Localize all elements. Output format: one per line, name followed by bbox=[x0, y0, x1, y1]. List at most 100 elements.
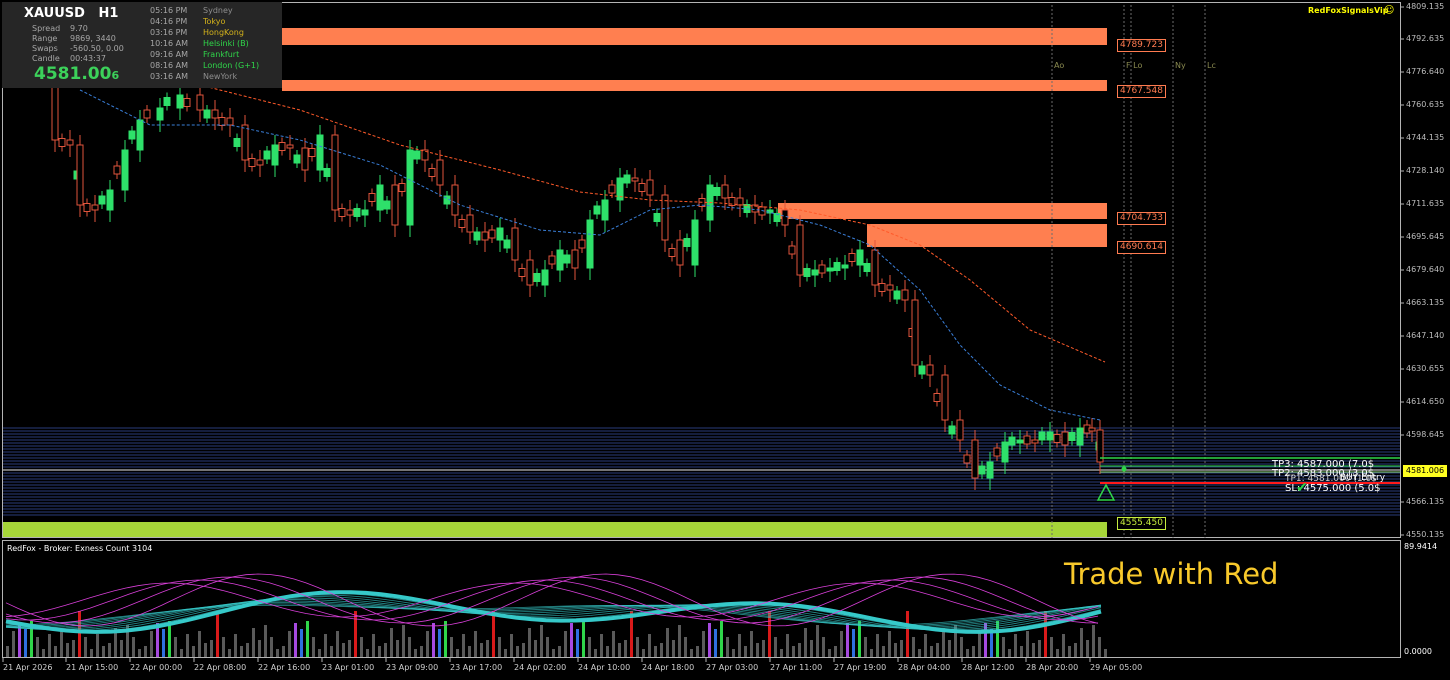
oscillator-bar bbox=[306, 621, 309, 657]
oscillator-bar bbox=[186, 634, 189, 657]
time-tick: 23 Apr 17:00 bbox=[450, 663, 503, 672]
candle-body bbox=[136, 119, 144, 151]
oscillator-bar bbox=[114, 628, 117, 657]
oscillator-bar bbox=[864, 637, 867, 657]
price-tick: 4614.650 bbox=[1406, 397, 1445, 406]
candle-body bbox=[421, 149, 429, 161]
candle-body bbox=[376, 184, 384, 211]
candle-body bbox=[278, 142, 286, 151]
oscillator-bar bbox=[132, 637, 135, 657]
candle-body bbox=[128, 130, 136, 140]
oscillator-bar bbox=[42, 649, 45, 657]
oscillator-bar bbox=[342, 643, 345, 657]
candle-body bbox=[143, 109, 151, 119]
candle-body bbox=[91, 204, 99, 211]
oscillator-bar bbox=[954, 625, 957, 657]
candle-body bbox=[473, 231, 481, 241]
oscillator-bar bbox=[660, 643, 663, 657]
candle-body bbox=[398, 183, 406, 192]
candle-body bbox=[918, 365, 926, 375]
oscillator-bar bbox=[96, 634, 99, 657]
oscillator-bar bbox=[804, 628, 807, 657]
oscillator-bar bbox=[192, 646, 195, 657]
candle-body bbox=[361, 209, 369, 216]
candle-body bbox=[578, 239, 586, 249]
oscillator-bar bbox=[180, 649, 183, 657]
candle-body bbox=[751, 204, 759, 213]
candle-body bbox=[563, 254, 571, 264]
oscillator-bar bbox=[360, 637, 363, 657]
oscillator-bar bbox=[1044, 611, 1047, 657]
candle-body bbox=[413, 150, 421, 160]
oscillator-bar bbox=[522, 643, 525, 657]
candle-body bbox=[263, 150, 271, 160]
candle-body bbox=[156, 107, 164, 121]
oscillator-bar bbox=[468, 646, 471, 657]
oscillator-bar bbox=[930, 646, 933, 657]
oscillator-bar bbox=[426, 631, 429, 657]
oscillator-bar bbox=[1098, 637, 1101, 657]
candle-body bbox=[893, 290, 901, 300]
candle-body bbox=[183, 98, 191, 107]
oscillator-bar bbox=[624, 640, 627, 657]
candle-body bbox=[811, 269, 819, 276]
candle-value: 00:43:37 bbox=[70, 54, 106, 63]
candle-body bbox=[98, 195, 106, 205]
candle-body bbox=[338, 208, 346, 217]
oscillator-bar bbox=[228, 649, 231, 657]
price-tick: 4792.635 bbox=[1406, 34, 1445, 43]
candle-body bbox=[271, 144, 279, 166]
price-tick: 4647.140 bbox=[1406, 331, 1445, 340]
time-tick: 24 Apr 10:00 bbox=[578, 663, 631, 672]
oscillator-bar bbox=[246, 643, 249, 657]
candle-body bbox=[451, 184, 459, 216]
oscillator-bar bbox=[564, 631, 567, 657]
oscillator-bar bbox=[120, 640, 123, 657]
price-chart-area[interactable] bbox=[2, 2, 1401, 538]
oscillator-bar bbox=[258, 640, 261, 657]
oscillator-bar bbox=[540, 625, 543, 657]
oscillator-bar bbox=[642, 649, 645, 657]
oscillator-bar bbox=[1056, 649, 1059, 657]
candle-body bbox=[346, 209, 354, 216]
candle-body bbox=[878, 283, 886, 292]
candle-body bbox=[541, 269, 549, 286]
timeframe: H1 bbox=[98, 6, 119, 21]
candle-body bbox=[661, 194, 669, 241]
candle-body bbox=[638, 183, 646, 192]
oscillator-bar bbox=[900, 640, 903, 657]
oscillator-bar bbox=[876, 634, 879, 657]
price-tick: 4760.635 bbox=[1406, 100, 1445, 109]
session-time: 05:16 PM bbox=[150, 6, 188, 15]
oscillator-bar bbox=[1092, 625, 1095, 657]
oscillator-bar bbox=[60, 631, 63, 657]
oscillator-bar bbox=[252, 628, 255, 657]
oscillator-bar bbox=[138, 649, 141, 657]
oscillator-bar bbox=[654, 646, 657, 657]
oscillator-panel[interactable] bbox=[2, 540, 1401, 658]
oscillator-bar bbox=[240, 646, 243, 657]
price-tick: 4550.135 bbox=[1406, 530, 1445, 539]
candle-body bbox=[1031, 439, 1039, 444]
candle-body bbox=[458, 219, 466, 228]
candle-body bbox=[788, 245, 796, 255]
candle-body bbox=[256, 159, 264, 166]
oscillator-bar bbox=[6, 646, 9, 657]
range-label: Range bbox=[32, 34, 58, 43]
slogan-text: Trade with Red bbox=[1064, 557, 1279, 591]
oscillator-bar bbox=[666, 628, 669, 657]
candle-body bbox=[1061, 431, 1069, 446]
oscillator-bar bbox=[348, 640, 351, 657]
time-tick: 29 Apr 05:00 bbox=[1090, 663, 1143, 672]
candle-body bbox=[911, 299, 919, 366]
oscillator-bar bbox=[762, 640, 765, 657]
candle-body bbox=[466, 214, 474, 233]
oscillator-bar bbox=[12, 631, 15, 657]
candle-body bbox=[556, 249, 564, 271]
symbol-title: XAUUSD H1 bbox=[24, 6, 118, 21]
oscillator-bar bbox=[882, 646, 885, 657]
candle-body bbox=[863, 263, 871, 272]
oscillator-bar bbox=[1086, 640, 1089, 657]
candle-body bbox=[496, 227, 504, 241]
tp1-label: TP1: 4581.000 (1.0$ bbox=[1285, 474, 1377, 484]
